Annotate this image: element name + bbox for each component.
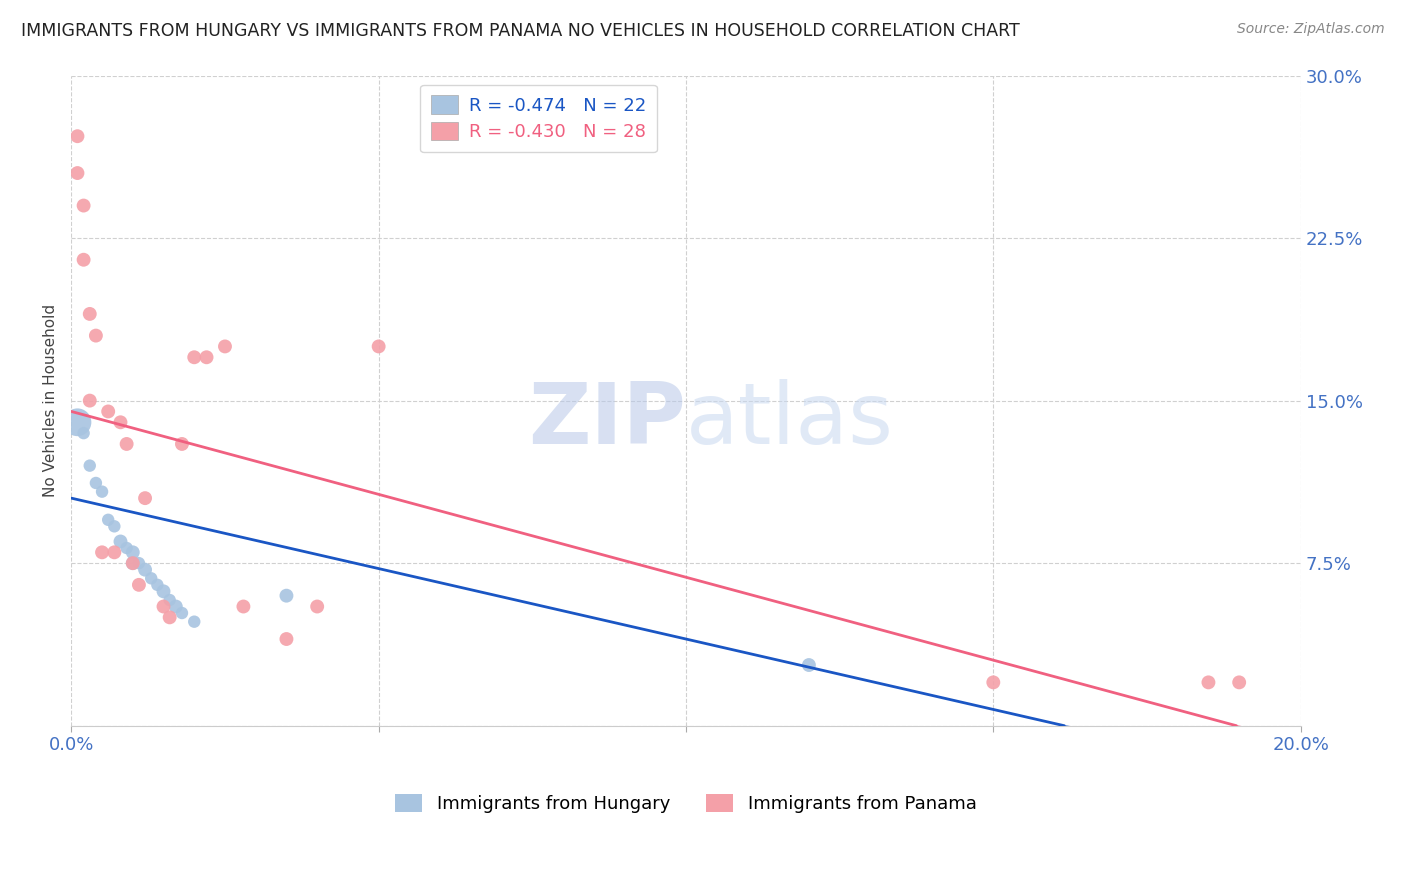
Point <box>141 571 163 585</box>
Point <box>195 351 218 365</box>
Point <box>121 556 143 570</box>
Point <box>307 599 329 614</box>
Point <box>91 545 114 559</box>
Point <box>152 599 174 614</box>
Point <box>1227 675 1250 690</box>
Y-axis label: No Vehicles in Household: No Vehicles in Household <box>44 304 58 497</box>
Point <box>79 393 101 408</box>
Point <box>128 556 150 570</box>
Text: IMMIGRANTS FROM HUNGARY VS IMMIGRANTS FROM PANAMA NO VEHICLES IN HOUSEHOLD CORRE: IMMIGRANTS FROM HUNGARY VS IMMIGRANTS FR… <box>21 22 1019 40</box>
Point <box>91 484 114 499</box>
Point <box>981 675 1004 690</box>
Point <box>214 339 236 353</box>
Point <box>1197 675 1219 690</box>
Point <box>232 599 254 614</box>
Legend: Immigrants from Hungary, Immigrants from Panama: Immigrants from Hungary, Immigrants from… <box>388 787 984 821</box>
Point <box>121 556 143 570</box>
Point <box>84 475 107 490</box>
Point <box>72 198 94 212</box>
Point <box>115 541 138 555</box>
Point <box>146 578 169 592</box>
Point <box>276 589 298 603</box>
Point <box>72 252 94 267</box>
Point <box>110 534 132 549</box>
Point <box>121 545 143 559</box>
Point <box>276 632 298 646</box>
Text: atlas: atlas <box>686 378 894 462</box>
Point <box>115 437 138 451</box>
Point <box>797 658 820 673</box>
Point <box>367 339 389 353</box>
Point <box>159 610 181 624</box>
Point <box>66 166 89 180</box>
Point <box>110 415 132 429</box>
Point <box>159 593 181 607</box>
Point <box>72 426 94 441</box>
Point <box>134 563 156 577</box>
Text: ZIP: ZIP <box>529 378 686 462</box>
Text: Source: ZipAtlas.com: Source: ZipAtlas.com <box>1237 22 1385 37</box>
Point <box>97 404 120 418</box>
Point <box>165 599 187 614</box>
Point <box>128 578 150 592</box>
Point <box>152 584 174 599</box>
Point <box>183 615 205 629</box>
Point <box>103 545 125 559</box>
Point <box>134 491 156 505</box>
Point <box>66 129 89 144</box>
Point <box>170 437 193 451</box>
Point <box>103 519 125 533</box>
Point <box>66 415 89 429</box>
Point <box>84 328 107 343</box>
Point <box>79 458 101 473</box>
Point <box>170 606 193 620</box>
Point <box>183 351 205 365</box>
Point <box>97 513 120 527</box>
Point <box>79 307 101 321</box>
